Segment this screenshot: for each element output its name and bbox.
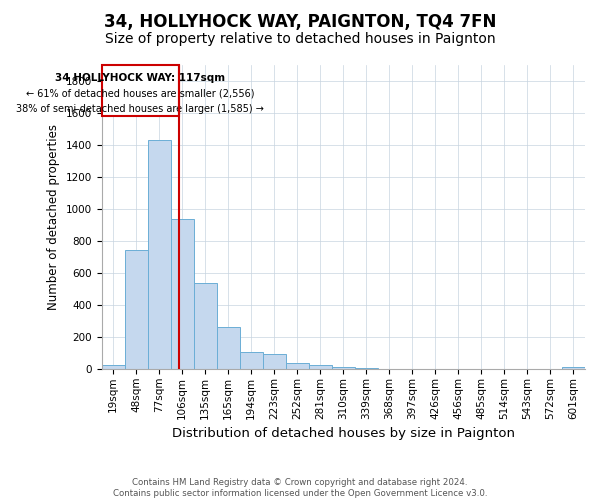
Text: Contains HM Land Registry data © Crown copyright and database right 2024.
Contai: Contains HM Land Registry data © Crown c… (113, 478, 487, 498)
Text: ← 61% of detached houses are smaller (2,556): ← 61% of detached houses are smaller (2,… (26, 88, 254, 98)
Bar (125, 250, 148, 369)
Bar (562, 367, 585, 369)
Bar (309, 364, 332, 369)
Bar (355, 368, 378, 369)
FancyBboxPatch shape (101, 65, 179, 116)
Bar (332, 367, 355, 369)
Bar (194, 284, 217, 369)
Bar (148, 140, 170, 369)
Bar (217, 326, 239, 369)
Text: 34 HOLLYHOCK WAY: 117sqm: 34 HOLLYHOCK WAY: 117sqm (55, 73, 226, 83)
Text: 34, HOLLYHOCK WAY, PAIGNTON, TQ4 7FN: 34, HOLLYHOCK WAY, PAIGNTON, TQ4 7FN (104, 12, 496, 30)
Text: Size of property relative to detached houses in Paignton: Size of property relative to detached ho… (104, 32, 496, 46)
Y-axis label: Number of detached properties: Number of detached properties (47, 124, 60, 310)
Bar (101, 366, 125, 369)
Bar (286, 363, 309, 369)
X-axis label: Distribution of detached houses by size in Paignton: Distribution of detached houses by size … (172, 427, 515, 440)
Text: 38% of semi-detached houses are larger (1,585) →: 38% of semi-detached houses are larger (… (16, 104, 265, 114)
Bar (263, 354, 286, 369)
Bar (170, 218, 194, 369)
Bar (239, 352, 263, 369)
